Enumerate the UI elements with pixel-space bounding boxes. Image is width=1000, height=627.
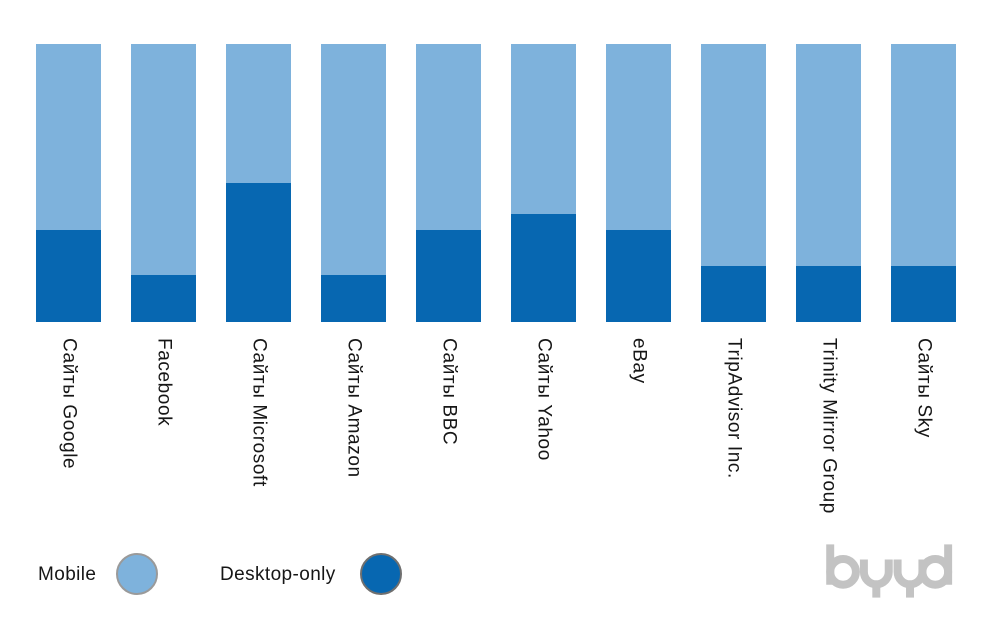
bar-label-cell: Сайты Google bbox=[36, 338, 101, 514]
bar-label: Сайты Yahoo bbox=[533, 338, 555, 461]
bar-segment-mobile bbox=[226, 44, 291, 183]
bar-segment-desktop-only bbox=[131, 274, 196, 322]
bar-label: Сайты Google bbox=[58, 338, 80, 470]
bar-segment-mobile bbox=[701, 44, 766, 267]
bar-segment-mobile bbox=[511, 44, 576, 214]
bar-column bbox=[701, 44, 766, 322]
bars-row bbox=[36, 44, 956, 322]
bar-label: TripAdvisor Inc. bbox=[723, 338, 745, 479]
legend-swatch-desktop-only-icon bbox=[360, 553, 402, 595]
bar-column bbox=[321, 44, 386, 322]
bar-column bbox=[606, 44, 671, 322]
bar-column bbox=[511, 44, 576, 322]
bar-column bbox=[226, 44, 291, 322]
bar-column bbox=[36, 44, 101, 322]
bar-column bbox=[891, 44, 956, 322]
bar-label: Сайты Amazon bbox=[343, 338, 365, 478]
bar-label: Сайты BBC bbox=[438, 338, 460, 446]
bar-label: eBay bbox=[628, 338, 650, 384]
bar-segment-desktop-only bbox=[36, 230, 101, 322]
bar-label: Trinity Mirror Group bbox=[818, 338, 840, 514]
byyd-logo-icon bbox=[826, 544, 953, 598]
legend-label-desktop-only: Desktop-only bbox=[220, 564, 336, 585]
bar-segment-mobile bbox=[606, 44, 671, 231]
bar-segment-desktop-only bbox=[606, 230, 671, 322]
bar-label-cell: Trinity Mirror Group bbox=[796, 338, 861, 514]
legend-label-mobile: Mobile bbox=[38, 564, 97, 585]
bar-segment-desktop-only bbox=[416, 230, 481, 322]
bar-segment-desktop-only bbox=[511, 213, 576, 322]
bar-segment-desktop-only bbox=[891, 266, 956, 322]
bar-segment-mobile bbox=[891, 44, 956, 267]
byyd-logo bbox=[824, 541, 957, 601]
bar-label-cell: eBay bbox=[606, 338, 671, 514]
bar-segment-mobile bbox=[36, 44, 101, 231]
bar-segment-desktop-only bbox=[796, 266, 861, 322]
bar-label-cell: Сайты BBC bbox=[416, 338, 481, 514]
bar-segment-desktop-only bbox=[226, 183, 291, 322]
bar-label: Сайты Microsoft bbox=[248, 338, 270, 487]
bar-label-cell: Сайты Amazon bbox=[321, 338, 386, 514]
bar-label-cell: TripAdvisor Inc. bbox=[701, 338, 766, 514]
bar-segment-desktop-only bbox=[701, 266, 766, 322]
bar-segment-mobile bbox=[796, 44, 861, 267]
bar-column bbox=[796, 44, 861, 322]
bar-label: Сайты Sky bbox=[913, 338, 935, 438]
bar-segment-mobile bbox=[131, 44, 196, 275]
legend-swatch-mobile-icon bbox=[116, 553, 158, 595]
labels-row: Сайты Google Facebook Сайты Microsoft Сайты… bbox=[36, 338, 956, 514]
bar-segment-mobile bbox=[416, 44, 481, 231]
bar-segment-desktop-only bbox=[321, 274, 386, 322]
bar-column bbox=[131, 44, 196, 322]
bar-label: Facebook bbox=[153, 338, 175, 427]
bar-label-cell: Сайты Microsoft bbox=[226, 338, 291, 514]
bar-segment-mobile bbox=[321, 44, 386, 275]
bar-label-cell: Сайты Sky bbox=[891, 338, 956, 514]
bar-label-cell: Сайты Yahoo bbox=[511, 338, 576, 514]
bar-label-cell: Facebook bbox=[131, 338, 196, 514]
bar-column bbox=[416, 44, 481, 322]
